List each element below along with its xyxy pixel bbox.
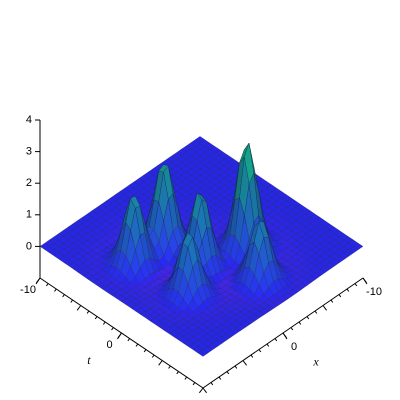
t-minor-tick: [111, 327, 114, 331]
peak: [246, 140, 248, 142]
x-minor-tick: [290, 327, 294, 331]
t-tick-label: 0: [106, 339, 112, 351]
t-minor-tick: [86, 310, 90, 314]
x-minor-tick: [314, 310, 318, 314]
x-minor-tick: [346, 288, 350, 292]
t-minor-tick: [54, 288, 57, 292]
x-tick-label: -10: [366, 286, 382, 298]
t-minor-tick: [70, 299, 73, 303]
z-tick-label: 4: [26, 114, 32, 126]
t-minor-tick: [184, 376, 188, 380]
x-minor-tick: [306, 316, 310, 320]
t-minor-tick: [168, 365, 171, 369]
t-minor-tick: [151, 354, 155, 358]
x-minor-tick: [266, 343, 270, 347]
x-minor-tick: [258, 349, 262, 353]
x-minor-tick: [234, 365, 238, 369]
x-axis-label: x: [312, 354, 319, 368]
x-minor-tick: [202, 387, 208, 394]
z-tick-label: 3: [26, 146, 32, 158]
t-minor-tick: [143, 349, 147, 353]
x-minor-tick: [242, 360, 248, 366]
x-tick: [282, 332, 288, 340]
t-minor-tick: [158, 360, 163, 366]
t-minor-tick: [135, 343, 139, 347]
x-minor-tick: [298, 321, 302, 325]
surface-patch: [197, 349, 209, 357]
t-minor-tick: [198, 387, 204, 394]
t-minor-tick: [103, 321, 106, 325]
x-minor-tick: [250, 354, 254, 358]
x-minor-tick: [338, 294, 342, 298]
z-tick-label: 2: [26, 177, 32, 189]
axes: 0 1 2 3 4 -10 0 0 -10 t x: [20, 114, 382, 394]
x-minor-tick: [274, 338, 278, 342]
t-tick: [117, 332, 122, 340]
t-minor-tick: [45, 283, 49, 287]
z-tick-label: 1: [26, 209, 32, 221]
t-tick: [35, 277, 41, 285]
x-minor-tick: [330, 299, 334, 303]
t-minor-tick: [62, 294, 65, 298]
x-minor-tick: [354, 283, 358, 287]
x-minor-tick: [322, 305, 328, 311]
t-minor-tick: [176, 371, 179, 375]
x-tick: [362, 277, 368, 285]
x-minor-tick: [218, 376, 222, 380]
t-minor-tick: [94, 316, 98, 320]
t-minor-tick: [127, 338, 131, 342]
t-axis-label: t: [87, 353, 91, 367]
x-tick-label: 0: [291, 341, 297, 353]
x-minor-tick: [210, 382, 214, 386]
x-minor-tick: [226, 371, 230, 375]
t-tick-label: -10: [20, 284, 36, 296]
z-tick-label: 0: [26, 240, 32, 252]
surface: [39, 136, 364, 357]
t-minor-tick: [76, 305, 82, 311]
t-minor-tick: [192, 382, 196, 386]
